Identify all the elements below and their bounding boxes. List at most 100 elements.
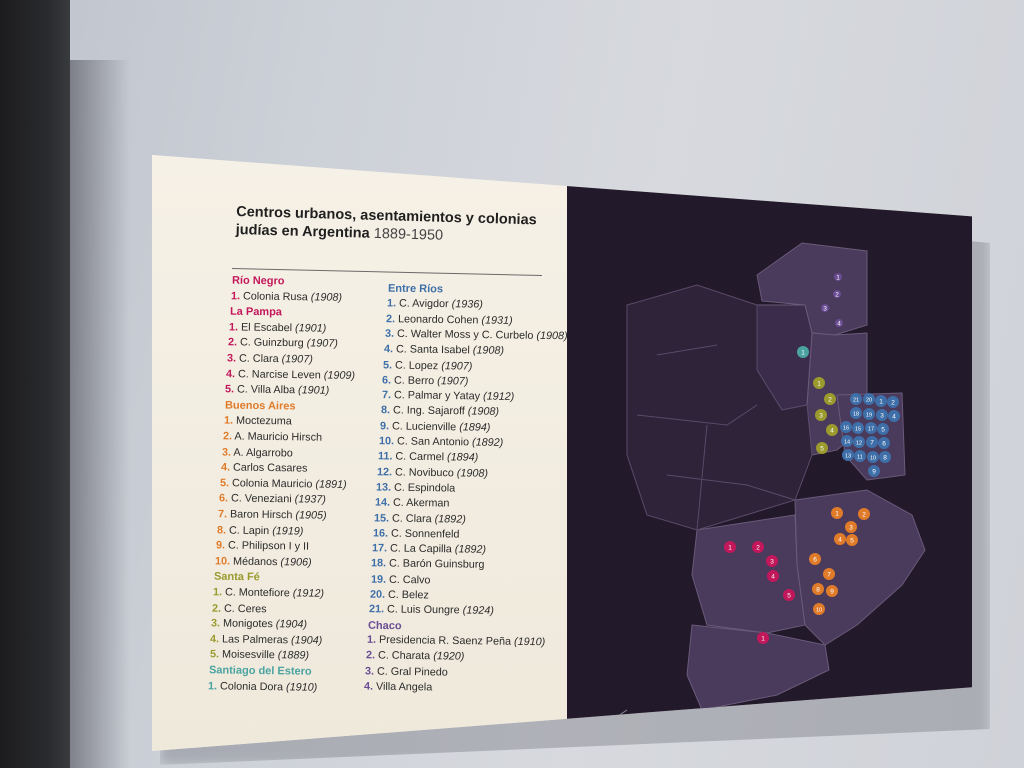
legend-item-chaco: 1. Presidencia R. Saenz Peña (1910) <box>367 634 545 648</box>
item-name: C. Palmar y Yatay <box>393 389 480 403</box>
item-name: C. San Antonio <box>396 435 469 449</box>
item-content: 7. Baron Hirsch (1905) <box>218 508 327 522</box>
marker-entre_rios <box>887 396 899 408</box>
marker-label-la_pampa: 4 <box>771 573 775 580</box>
marker-entre_rios <box>842 449 854 461</box>
title-country: judías en Argentina <box>235 221 370 242</box>
legend-item-entre_rios: 5. C. Lopez (1907) <box>383 359 473 372</box>
item-number: 4. <box>384 343 394 356</box>
item-number: 5. <box>219 476 229 490</box>
legend-item-entre_rios: 13. C. Espindola <box>376 481 455 494</box>
item-number: 18. <box>371 557 387 570</box>
item-number: 3. <box>211 617 221 630</box>
item-year: (1910) <box>513 635 546 649</box>
item-year: (1901) <box>298 384 330 397</box>
marker-rio_negro <box>757 632 769 644</box>
legend-item-entre_rios: 3. C. Walter Moss y C. Curbelo (1908) <box>385 328 568 343</box>
marker-label-la_pampa: 3 <box>770 558 774 565</box>
legend-item-la_pampa: 3. C. Clara (1907) <box>227 352 313 365</box>
marker-label-entre_rios: 18 <box>853 411 859 417</box>
item-year: (1901) <box>295 322 327 335</box>
legend-item-entre_rios: 14. C. Akerman <box>375 497 450 510</box>
legend-item-santa_fe: 5. Moisesville (1889) <box>209 649 308 662</box>
item-content: 1. Presidencia R. Saenz Peña (1910) <box>367 634 545 648</box>
item-name: C. Akerman <box>393 496 450 510</box>
item-number: 6. <box>218 492 228 505</box>
item-number: 3. <box>221 446 231 459</box>
marker-entre_rios <box>866 436 878 448</box>
legend-item-buenos_aires: 7. Baron Hirsch (1905) <box>218 508 327 522</box>
marker-label-chaco: 2 <box>835 291 839 298</box>
item-content: 1. Moctezuma <box>223 415 291 428</box>
item-content: 1. Colonia Rusa (1908) <box>231 290 342 304</box>
marker-label-buenos_aires: 10 <box>816 607 822 613</box>
marker-label-entre_rios: 20 <box>866 397 872 403</box>
item-content: 10. Médanos (1906) <box>215 555 312 568</box>
marker-label-la_pampa: 2 <box>756 544 760 551</box>
legend-item-entre_rios: 6. C. Berro (1907) <box>382 374 469 387</box>
marker-entre_rios <box>852 422 864 434</box>
legend-item-entre_rios: 10. C. San Antonio (1892) <box>379 435 503 449</box>
province-shapes <box>596 242 926 731</box>
legend-item-rio_negro: 1. Colonia Rusa (1908) <box>231 290 342 304</box>
legend-item-buenos_aires: 10. Médanos (1906) <box>215 555 312 568</box>
item-name: Colonia Dora <box>219 679 283 693</box>
item-number: 9. <box>215 539 226 552</box>
item-year: (1892) <box>455 543 487 556</box>
marker-label-la_pampa: 1 <box>728 544 732 551</box>
marker-label-entre_rios: 10 <box>870 455 876 461</box>
item-name: C. Lapin <box>228 524 270 537</box>
item-number: 5. <box>225 383 235 396</box>
item-name: A. Algarrobo <box>233 446 293 460</box>
item-number: 3. <box>364 664 375 678</box>
marker-entre_rios <box>878 437 890 449</box>
item-content: 10. C. San Antonio (1892) <box>379 435 503 449</box>
marker-santa_fe <box>824 393 836 405</box>
item-name: Baron Hirsch <box>229 508 293 522</box>
item-year: (1908) <box>310 290 343 304</box>
marker-santa_fe <box>813 377 825 389</box>
item-year: (1894) <box>458 421 491 434</box>
legend-item-santiago_del_estero: 1. Colonia Dora (1910) <box>208 680 317 694</box>
marker-label-entre_rios: 19 <box>866 412 872 418</box>
title-years: 1889-1950 <box>373 225 444 244</box>
item-name: C. Santa Isabel <box>396 343 471 357</box>
item-name: C. Belez <box>387 588 429 602</box>
item-content: 5. Colonia Mauricio (1891) <box>220 477 347 491</box>
item-name: C. Barón Guinsburg <box>389 557 485 572</box>
legend-item-entre_rios: 4. C. Santa Isabel (1908) <box>384 343 504 357</box>
group-heading-label: Río Negro <box>231 274 285 288</box>
item-name: C. Guinzburg <box>240 336 304 350</box>
legend-item-entre_rios: 7. C. Palmar y Yatay (1912) <box>381 389 513 403</box>
frame-shadow <box>70 60 130 768</box>
marker-chaco <box>834 273 842 281</box>
item-name: C. Berro <box>394 374 435 387</box>
item-content: 21. C. Luis Oungre (1924) <box>369 603 494 617</box>
item-year: (1919) <box>272 524 304 538</box>
item-content: 5. C. Villa Alba (1901) <box>225 383 329 396</box>
item-content: 8. C. Lapin (1919) <box>217 524 304 537</box>
item-name: C. Ceres <box>224 602 268 615</box>
item-content: 4. Carlos Casares <box>221 462 308 475</box>
item-number: 16. <box>373 527 389 540</box>
marker-label-chaco: 3 <box>823 305 827 312</box>
item-name: C. Carmel <box>395 450 444 464</box>
marker-santa_fe <box>816 442 828 454</box>
legend-item-santa_fe: 2. C. Ceres <box>212 602 267 615</box>
marker-buenos_aires <box>813 603 825 615</box>
marker-chaco <box>835 319 843 327</box>
item-name: Colonia Rusa <box>242 289 308 303</box>
marker-label-buenos_aires: 5 <box>850 537 854 544</box>
item-number: 2. <box>228 336 238 349</box>
item-content: 2. C. Ceres <box>212 602 267 615</box>
map-panel: 1 2 3 4 1 1 2 3 4 5 21 20 1 2 18 19 3 4 16 15 17 5 14 12 7 6 13 11 1… <box>567 155 972 751</box>
marker-label-entre_rios: 7 <box>870 439 874 446</box>
item-name: Monigotes <box>223 617 274 631</box>
marker-label-buenos_aires: 2 <box>862 511 866 518</box>
marker-la_pampa <box>752 541 764 553</box>
legend-item-buenos_aires: 6. C. Veneziani (1937) <box>219 493 326 506</box>
marker-label-entre_rios: 15 <box>855 426 861 432</box>
legend-item-santa_fe: 3. Monigotes (1904) <box>211 618 307 631</box>
item-content: 7. C. Palmar y Yatay (1912) <box>381 389 513 403</box>
